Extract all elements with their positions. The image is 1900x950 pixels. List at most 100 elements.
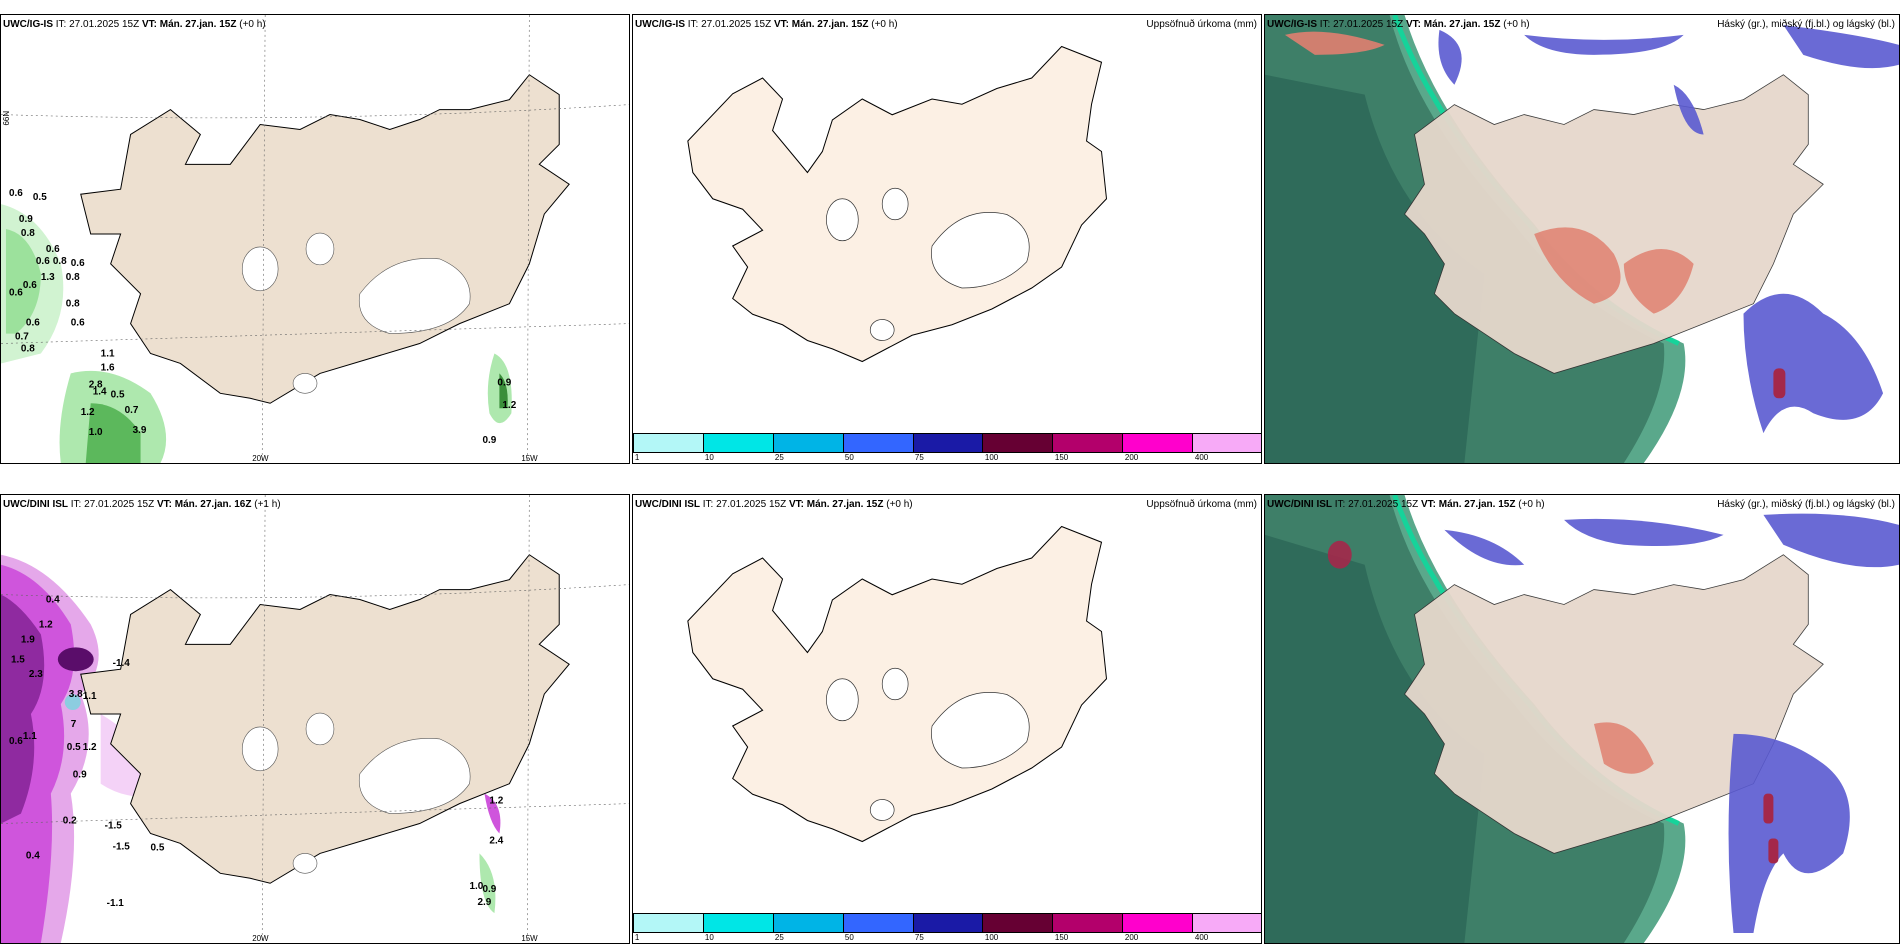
colorbar-segment	[843, 914, 914, 932]
colorbar-tick-label: 100	[984, 453, 999, 462]
precip-values-top: 0.6 0.5 0.90.8 0.60.6 0.8 0.6 1.3 0.8 0.60.…	[9, 188, 517, 446]
colorbar-segment	[634, 434, 704, 452]
panel-cloud-igis: UWC/IG-IS IT: 27.01.2025 15Z VT: Mán. 27…	[1264, 14, 1900, 464]
lead-time: (+1 h)	[254, 499, 281, 510]
panel-title: Háský (gr.), miðský (fj.bl.) og lágský (…	[1717, 19, 1895, 30]
colorbar-tick-label: 150	[1054, 453, 1069, 462]
svg-text:0.4: 0.4	[26, 850, 40, 861]
colorbar-segment	[773, 434, 844, 452]
svg-text:1.2: 1.2	[39, 619, 53, 630]
svg-text:0.8: 0.8	[53, 256, 67, 267]
svg-text:0.6: 0.6	[9, 736, 23, 747]
colorbar-segment	[913, 914, 984, 932]
valid-time: VT: Mán. 27.jan. 15Z	[141, 19, 237, 30]
lon-label-15: 15W	[521, 454, 538, 463]
colorbar-tick-label: 50	[844, 453, 854, 462]
svg-text:1.0: 1.0	[470, 881, 484, 892]
iceland-outline	[1404, 74, 1824, 374]
colorbar-tick-label: 1	[634, 933, 640, 942]
colorbar-segment	[1193, 434, 1261, 452]
model-name: UWC/DINI ISL	[3, 499, 68, 510]
lon-label-20: 20W	[252, 934, 269, 943]
colorbar-tick-label: 100	[984, 933, 999, 942]
lon-label-15: 15W	[521, 934, 538, 943]
colorbar-tick-label: 75	[914, 933, 924, 942]
header-wind-igis: UWC/IG-IS IT: 27.01.2025 15Z VT: Mán. 27…	[1, 15, 629, 35]
colorbar-tick-label: 75	[914, 453, 924, 462]
svg-text:0.8: 0.8	[21, 228, 35, 239]
wind-map-dini: 20W 15W 0.41.2 1.91.5 -1.42.3 3.8 1.1 0.6…	[1, 495, 629, 943]
cloud-map-dini	[1265, 495, 1899, 943]
precip-map-dini	[687, 525, 1108, 843]
model-name: UWC/DINI ISL	[1267, 499, 1332, 510]
lead-time: (+0 h)	[239, 19, 266, 30]
model-name: UWC/IG-IS	[3, 19, 53, 30]
init-time: IT: 27.01.2025 15Z	[1319, 19, 1404, 30]
lon-label-20: 20W	[252, 454, 269, 463]
colorbar-precip-igis	[633, 433, 1261, 453]
init-time: IT: 27.01.2025 15Z	[687, 19, 772, 30]
svg-text:0.6: 0.6	[9, 188, 23, 199]
svg-text:0.6: 0.6	[23, 280, 37, 291]
panel-title: Uppsöfnuð úrkoma (mm)	[1146, 499, 1257, 510]
svg-text:0.6: 0.6	[71, 318, 85, 329]
svg-text:0.6: 0.6	[71, 258, 85, 269]
svg-text:0.4: 0.4	[46, 595, 60, 606]
lat-label-66: 66N	[2, 111, 11, 126]
svg-text:0.9: 0.9	[482, 884, 496, 895]
svg-text:-1.5: -1.5	[113, 841, 131, 852]
header-precip-dini: UWC/DINI ISL IT: 27.01.2025 15Z VT: Mán.…	[633, 495, 1261, 515]
iceland-outline	[1404, 554, 1824, 854]
colorbar-tick-label: 200	[1124, 453, 1139, 462]
init-time: IT: 27.01.2025 15Z	[55, 19, 140, 30]
header-cloud-dini: UWC/DINI ISL IT: 27.01.2025 15Z VT: Mán.…	[1265, 495, 1899, 515]
svg-text:1.1: 1.1	[83, 691, 97, 702]
svg-text:1.1: 1.1	[23, 731, 37, 742]
colorbar-segment	[983, 434, 1054, 452]
colorbar-segment	[1123, 434, 1194, 452]
colorbar-ticks-dini: 1 10 25 50 75 100 150 200 400	[633, 933, 1261, 943]
header-precip-igis: UWC/IG-IS IT: 27.01.2025 15Z VT: Mán. 27…	[633, 15, 1261, 35]
svg-text:1.3: 1.3	[41, 272, 55, 283]
lat-label-66: 66N	[633, 84, 635, 99]
colorbar-tick-label: 400	[1194, 933, 1209, 942]
svg-text:2.4: 2.4	[489, 835, 503, 846]
svg-text:0.7: 0.7	[15, 332, 29, 343]
model-name: UWC/IG-IS	[1267, 19, 1317, 30]
colorbar-ticks-igis: 1 10 25 50 75 100 150 200 400	[633, 453, 1261, 463]
header-wind-dini: UWC/DINI ISL IT: 27.01.2025 15Z VT: Mán.…	[1, 495, 629, 515]
svg-text:1.2: 1.2	[83, 742, 97, 753]
svg-text:1.9: 1.9	[21, 634, 35, 645]
valid-time: VT: Mán. 27.jan. 15Z	[788, 499, 884, 510]
colorbar-segment	[703, 434, 774, 452]
colorbar-tick-label: 150	[1054, 933, 1069, 942]
colorbar-segment	[843, 434, 914, 452]
colorbar-tick-label: 400	[1194, 453, 1209, 462]
svg-text:1.0: 1.0	[89, 427, 103, 438]
svg-text:0.5: 0.5	[151, 842, 165, 853]
panel-wind-dini: 20W 15W 0.4 1.2 1.9 1.5 -1.4 2.3 3.8 1.1 0.6…	[0, 494, 630, 944]
svg-text:1.2: 1.2	[489, 796, 503, 807]
svg-text:1.2: 1.2	[81, 407, 95, 418]
svg-text:-1.4: -1.4	[113, 658, 131, 669]
svg-text:-1.1: -1.1	[107, 898, 125, 909]
valid-time: VT: Mán. 27.jan. 15Z	[1420, 499, 1516, 510]
colorbar-tick-label: 50	[844, 933, 854, 942]
colorbar-tick-label: 1	[634, 453, 640, 462]
wind-map-igis: 66N 20W 15W 0.6 0.5 0.90.8 0.60.6 0.8 0.6 …	[1, 15, 629, 463]
svg-text:0.9: 0.9	[19, 214, 33, 225]
svg-text:0.6: 0.6	[9, 288, 23, 299]
svg-text:0.5: 0.5	[111, 389, 125, 400]
colorbar-segment	[1053, 434, 1124, 452]
colorbar-segment	[773, 914, 844, 932]
panel-precip-igis: 66N UWC/IG-IS IT: 27.01.2025 15Z VT: Mán…	[632, 14, 1262, 464]
svg-text:0.8: 0.8	[66, 272, 80, 283]
colorbar-tick-label: 25	[774, 933, 784, 942]
colorbar-tick-label: 10	[704, 933, 714, 942]
svg-text:0.9: 0.9	[482, 435, 496, 446]
svg-text:0.9: 0.9	[497, 377, 511, 388]
panel-title: Háský (gr.), miðský (fj.bl.) og lágský (…	[1717, 499, 1895, 510]
svg-text:2.9: 2.9	[477, 897, 491, 908]
colorbar-tick-label: 25	[774, 453, 784, 462]
svg-text:0.8: 0.8	[21, 344, 35, 355]
